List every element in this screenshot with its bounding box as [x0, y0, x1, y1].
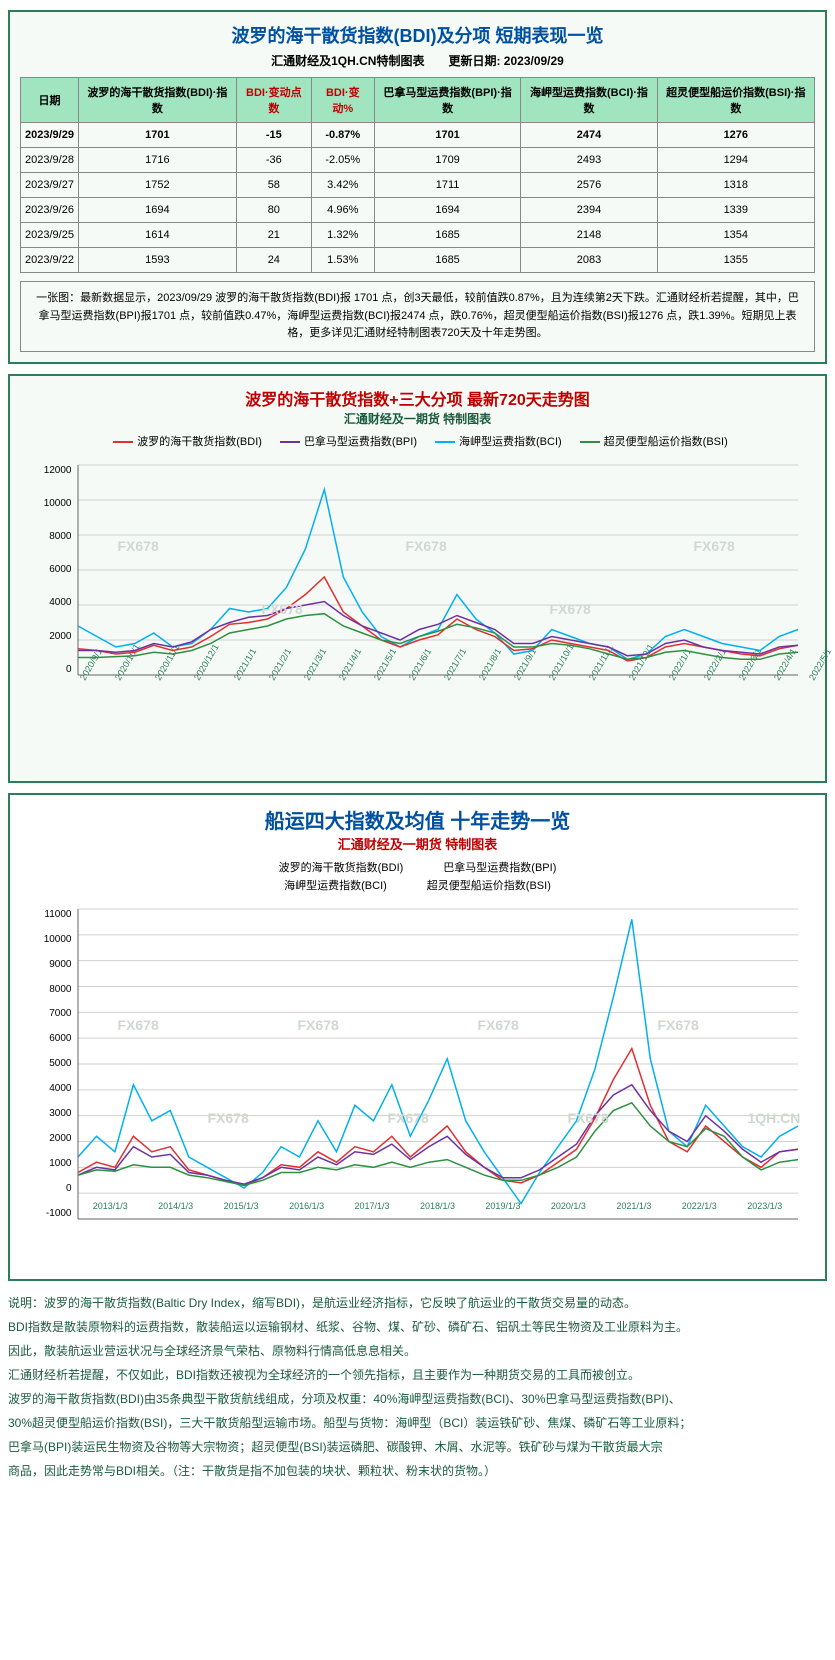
note-line: 因此，散装航运业营运状况与全球经济景气荣枯、原物料行情高低息息相关。 — [8, 1339, 827, 1363]
table-row: 2023/9/261694804.96%169423941339 — [21, 198, 815, 223]
col-header: BDI·变动% — [311, 78, 374, 123]
legend-item: 巴拿马型运费指数(BPI) — [274, 436, 417, 448]
table-row: 2023/9/271752583.42%171125761318 — [21, 173, 815, 198]
note-line: 波罗的海干散货指数(BDI)由35条典型干散货航线组成，分项及权重：40%海岬型… — [8, 1387, 827, 1411]
legend-item: 波罗的海干散货指数(BDI) — [107, 436, 262, 448]
table-title: 波罗的海干散货指数(BDI)及分项 短期表现一览 — [20, 22, 815, 48]
col-header: BDI·变动点数 — [236, 78, 311, 123]
table-row: 2023/9/251614211.32%168521481354 — [21, 223, 815, 248]
legend-item: 超灵便型船运价指数(BSI) — [574, 436, 728, 448]
chart2-area: 1100010000900080007000600050004000300020… — [28, 899, 808, 1249]
chart2-title: 船运四大指数及均值 十年走势一览 — [20, 805, 815, 834]
col-header: 海岬型运费指数(BCI)·指数 — [521, 78, 657, 123]
note-line: 汇通财经析若提醒，不仅如此，BDI指数还被视为全球经济的一个领先指标，且主要作为… — [8, 1363, 827, 1387]
chart1-area: 1200010000800060004000200002020/9/12020/… — [28, 455, 808, 725]
summary: 一张图：最新数据显示，2023/09/29 波罗的海干散货指数(BDI)报 17… — [20, 281, 815, 352]
table-row: 2023/9/281716-36-2.05%170924931294 — [21, 148, 815, 173]
col-header: 日期 — [21, 78, 79, 123]
series-bsi — [78, 613, 798, 659]
note-line: 30%超灵便型船运价指数(BSI)，三大干散货船型运输市场。船型与货物：海岬型（… — [8, 1411, 827, 1435]
note-line: 商品，因此走势常与BDI相关。（注：干散货是指不加包装的块状、颗粒状、粉末状的货… — [8, 1459, 827, 1483]
chart1-title: 波罗的海干散货指数+三大分项 最新720天走势图 — [20, 386, 815, 410]
chart1-subtitle: 汇通财经及一期货 特制图表 — [20, 410, 815, 427]
chart1-panel: 波罗的海干散货指数+三大分项 最新720天走势图 汇通财经及一期货 特制图表 波… — [8, 374, 827, 783]
legend-item: 巴拿马型运费指数(BPI) — [443, 859, 556, 875]
chart2-subtitle: 汇通财经及一期货 特制图表 — [20, 834, 815, 853]
col-header: 巴拿马型运费指数(BPI)·指数 — [374, 78, 521, 123]
legend-item: 海岬型运费指数(BCI) — [284, 877, 387, 893]
col-header: 波罗的海干散货指数(BDI)·指数 — [78, 78, 236, 123]
legend-item: 波罗的海干散货指数(BDI) — [279, 859, 404, 875]
chart1-legend: 波罗的海干散货指数(BDI) 巴拿马型运费指数(BPI) 海岬型运费指数(BCI) 超… — [20, 433, 815, 449]
series-bdi — [78, 1048, 798, 1185]
chart2-legend: 波罗的海干散货指数(BDI) 巴拿马型运费指数(BPI) 海岬型运费指数(BCI) 超… — [168, 859, 668, 893]
series-bdi — [78, 577, 798, 661]
table-row: 2023/9/221593241.53%168520831355 — [21, 248, 815, 273]
chart2-panel: 船运四大指数及均值 十年走势一览 汇通财经及一期货 特制图表 波罗的海干散货指数… — [8, 793, 827, 1281]
note-line: 说明：波罗的海干散货指数(Baltic Dry Index，缩写BDI)，是航运… — [8, 1291, 827, 1315]
col-header: 超灵便型船运价指数(BSI)·指数 — [657, 78, 814, 123]
legend-item: 超灵便型船运价指数(BSI) — [427, 877, 551, 893]
table-row: 2023/9/291701-15-0.87%170124741276 — [21, 123, 815, 148]
table-subtitle: 汇通财经及1QH.CN特制图表 更新日期: 2023/09/29 — [20, 52, 815, 69]
note-line: BDI指数是散装原物料的运费指数，散装船运以运输钢材、纸浆、谷物、煤、矿砂、磷矿… — [8, 1315, 827, 1339]
note-line: 巴拿马(BPI)装运民生物资及谷物等大宗物资；超灵便型(BSI)装运磷肥、碳酸钾… — [8, 1435, 827, 1459]
legend-item: 海岬型运费指数(BCI) — [429, 436, 562, 448]
bdi-table: 日期波罗的海干散货指数(BDI)·指数BDI·变动点数BDI·变动%巴拿马型运费… — [20, 77, 815, 273]
notes: 说明：波罗的海干散货指数(Baltic Dry Index，缩写BDI)，是航运… — [8, 1291, 827, 1483]
table-panel: 波罗的海干散货指数(BDI)及分项 短期表现一览 汇通财经及1QH.CN特制图表… — [8, 10, 827, 364]
